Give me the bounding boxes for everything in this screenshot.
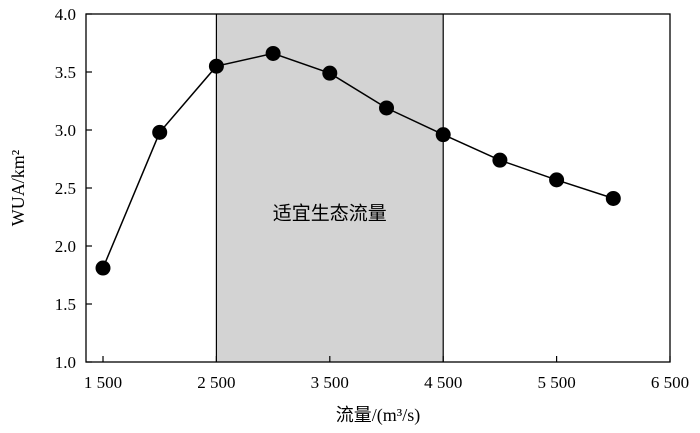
shaded-region-label: 适宜生态流量	[273, 202, 387, 224]
data-point	[605, 190, 621, 206]
data-point	[265, 45, 281, 61]
series-line-layer	[102, 52, 614, 269]
y-tick-label: 2.5	[55, 179, 76, 198]
x-tick-label: 2 500	[197, 373, 235, 392]
y-tick-label: 4.0	[55, 5, 76, 24]
data-point	[492, 152, 508, 168]
y-tick-label: 1.0	[55, 353, 76, 372]
series-line	[102, 52, 614, 269]
data-points-layer	[95, 45, 621, 276]
x-axis-title: 流量/(m³/s)	[336, 405, 420, 426]
x-tick-label: 4 500	[424, 373, 462, 392]
y-tick-label: 3.0	[55, 121, 76, 140]
x-tick-label: 6 500	[651, 373, 689, 392]
data-point	[549, 172, 565, 188]
data-point	[435, 127, 451, 143]
x-ticks-layer: 1 500 2 500 3 500 4 500 5 500 6 500	[84, 356, 689, 392]
y-ticks-layer: 1.0 1.5 2.0 2.5 3.0 3.5 4.0	[55, 5, 92, 372]
data-point	[152, 124, 168, 140]
data-point	[208, 58, 224, 74]
x-tick-label: 1 500	[84, 373, 122, 392]
y-tick-label: 2.0	[55, 237, 76, 256]
data-point	[379, 100, 395, 116]
x-tick-label: 3 500	[311, 373, 349, 392]
y-axis-title: WUA/km²	[8, 150, 28, 226]
data-point	[95, 260, 111, 276]
data-point	[322, 65, 338, 81]
y-tick-label: 1.5	[55, 295, 76, 314]
x-tick-label: 5 500	[537, 373, 575, 392]
y-tick-label: 3.5	[55, 63, 76, 82]
